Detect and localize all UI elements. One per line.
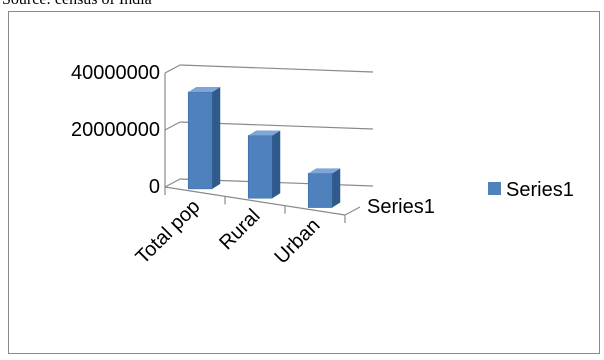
gridline: [179, 64, 374, 73]
x-tick-label: Total pop: [132, 196, 205, 269]
legend-swatch: [488, 182, 501, 195]
x-tick-label: Rural: [215, 205, 264, 254]
legend: Series1: [488, 179, 574, 201]
x-tick-label: Urban: [270, 214, 324, 268]
bar-top: [188, 86, 221, 92]
bar-side: [212, 86, 221, 189]
bar-front: [307, 173, 333, 208]
chart-area: [8, 11, 600, 354]
depth-axis-label: Series1: [367, 196, 435, 218]
legend-label: Series1: [506, 179, 574, 201]
axes: [164, 73, 361, 223]
bars: [187, 86, 341, 208]
bar-front: [187, 91, 213, 190]
bar-top: [308, 168, 341, 174]
bar-side: [332, 168, 341, 208]
bar-front: [247, 135, 273, 199]
source-caption: Source: census of India: [2, 0, 152, 9]
bar-side: [272, 130, 281, 199]
gridline-side: [164, 178, 181, 188]
depth-axis-line: [344, 206, 361, 216]
gridline-side: [164, 121, 181, 131]
x-axis-line: [164, 186, 346, 216]
y-tick-label: 0: [149, 176, 160, 198]
y-tick-label: 20000000: [71, 119, 160, 141]
y-tick-label: 40000000: [71, 62, 160, 84]
bar-top: [248, 130, 281, 136]
gridline-side: [164, 64, 181, 74]
